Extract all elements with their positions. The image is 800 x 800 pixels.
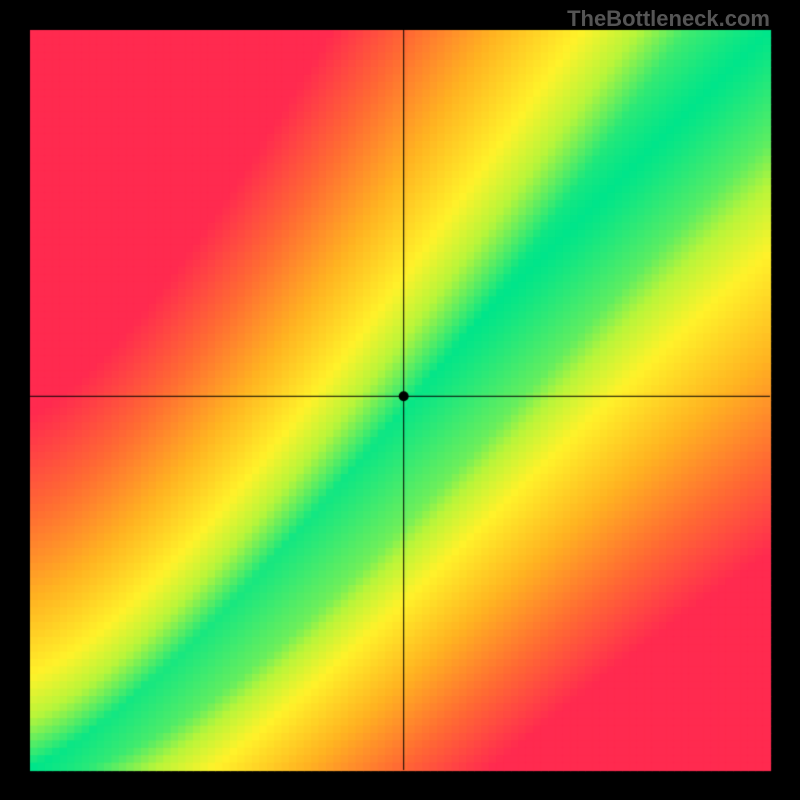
heatmap-canvas xyxy=(0,0,800,800)
chart-container: TheBottleneck.com xyxy=(0,0,800,800)
watermark-text: TheBottleneck.com xyxy=(567,6,770,32)
